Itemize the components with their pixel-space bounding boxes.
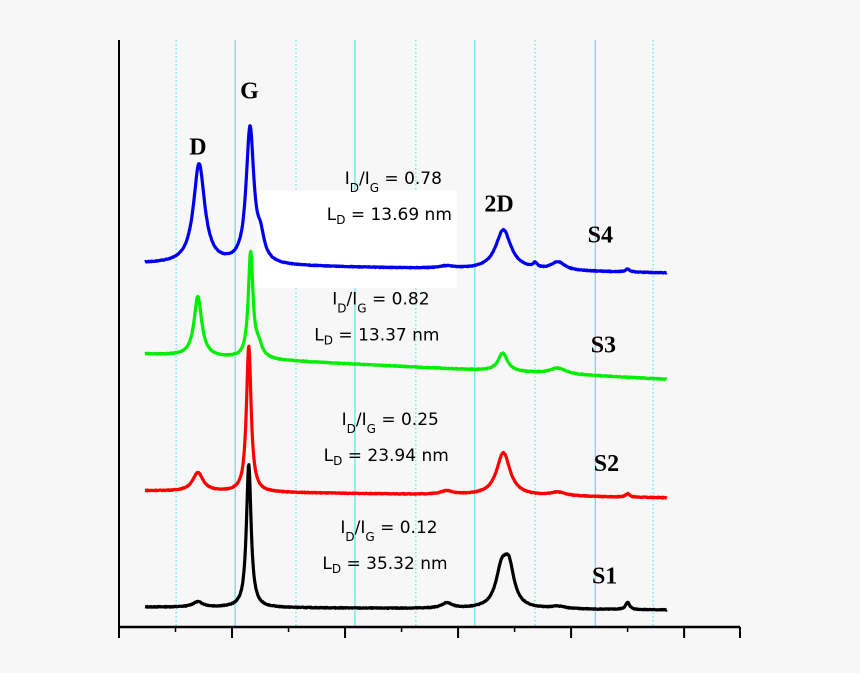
ld-value: LD = 23.94 nm: [324, 446, 449, 468]
id-ig-ratio: ID/IG = 0.12: [340, 518, 437, 544]
series-label-s1: S1: [592, 564, 617, 590]
series-line-s4: [144, 124, 668, 275]
ld-value: LD = 13.37 nm: [314, 326, 439, 348]
annotation: ID/IG = 0.12 LD = 35.32 nm: [322, 518, 447, 576]
series-line-s1: [144, 463, 668, 612]
annotation-box: [256, 190, 457, 289]
id-ig-ratio: ID/IG = 0.25: [342, 410, 439, 436]
annotation: ID/IG = 0.78 LD = 13.69 nm: [327, 169, 452, 227]
id-ig-ratio: ID/IG = 0.82: [332, 290, 429, 316]
peak-label-g: G: [240, 79, 259, 105]
series-label-s3: S3: [591, 332, 616, 358]
series-label-s4: S4: [588, 223, 613, 249]
ld-value: LD = 13.69 nm: [327, 205, 452, 227]
ld-value: LD = 35.32 nm: [322, 554, 447, 576]
peak-label-2d: 2D: [484, 191, 513, 217]
annotation: ID/IG = 0.25 LD = 23.94 nm: [324, 410, 449, 468]
id-ig-ratio: ID/IG = 0.78: [345, 169, 442, 195]
annotation: ID/IG = 0.82 LD = 13.37 nm: [314, 290, 439, 348]
series-line-s3: [144, 249, 668, 381]
series-line-s2: [144, 344, 668, 500]
series-label-s2: S2: [594, 451, 619, 477]
peak-label-d: D: [189, 134, 206, 160]
